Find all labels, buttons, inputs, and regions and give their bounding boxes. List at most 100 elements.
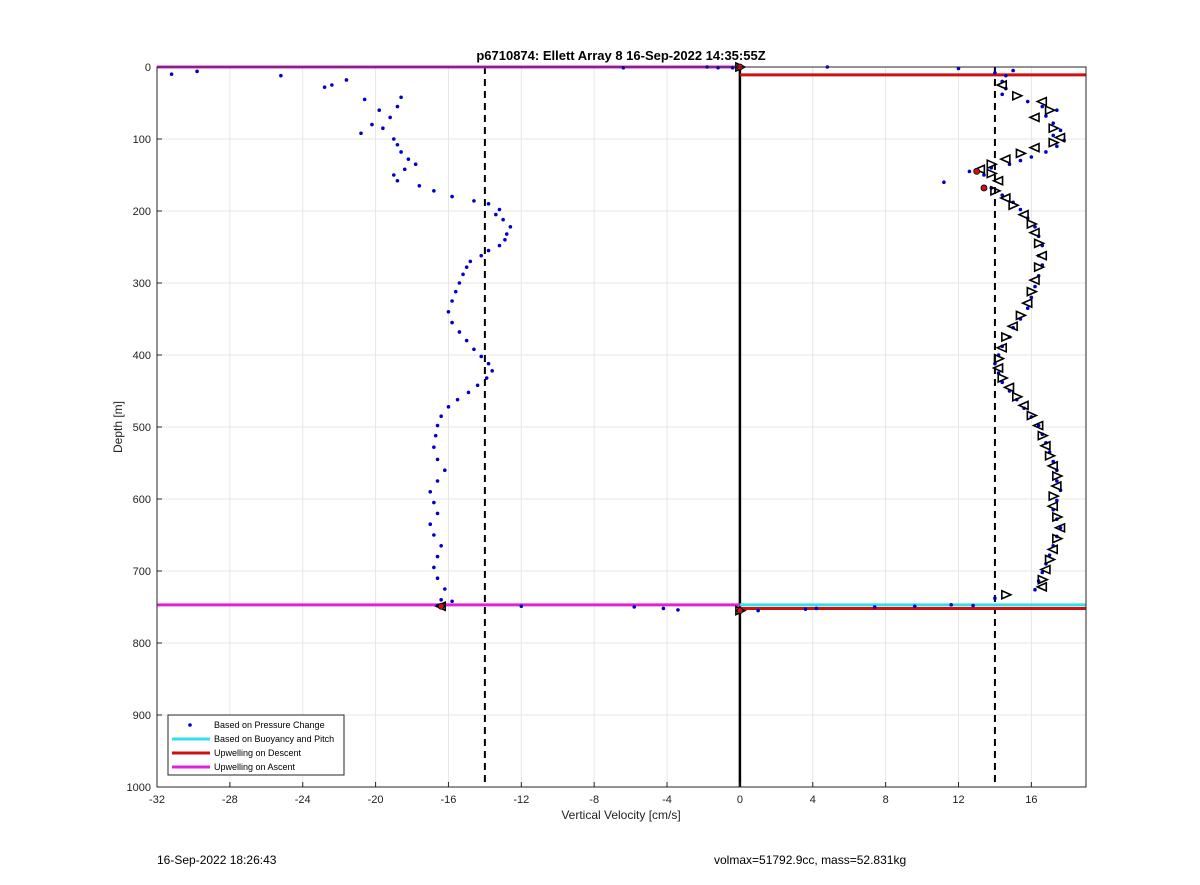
pressure-change-point — [632, 605, 637, 609]
buoyancy-pitch-marker — [1038, 440, 1051, 451]
pressure-change-point — [432, 533, 436, 537]
pressure-change-point — [1055, 108, 1059, 112]
pressure-change-point — [1058, 526, 1063, 530]
pressure-change-point — [450, 320, 454, 325]
buoyancy-pitch-marker — [993, 353, 1006, 364]
pressure-change-point — [1051, 121, 1056, 125]
pressure-change-point — [912, 604, 917, 609]
pressure-change-point — [450, 194, 454, 199]
buoyancy-pitch-marker — [986, 158, 999, 170]
buoyancy-pitch-marker — [1037, 574, 1050, 585]
pressure-change-point — [435, 576, 440, 580]
pressure-change-point — [169, 72, 174, 76]
buoyancy-pitch-marker — [1046, 500, 1059, 512]
buoyancy-pitch-marker — [1052, 533, 1064, 544]
pressure-change-point — [435, 479, 440, 483]
pressure-change-point — [446, 405, 451, 409]
pressure-change-point — [956, 66, 961, 71]
y-tick-label: 700 — [133, 566, 151, 578]
pressure-change-point — [1033, 284, 1037, 289]
reference-lines — [483, 67, 996, 787]
buoyancy-pitch-markers — [434, 61, 1066, 616]
buoyancy-pitch-marker — [1011, 90, 1024, 102]
descent-marker — [736, 607, 744, 614]
pressure-change-point — [464, 338, 469, 343]
pressure-change-point — [1033, 587, 1037, 592]
x-tick-label: 0 — [737, 794, 743, 806]
pressure-change-point — [433, 433, 438, 438]
pressure-change-point — [435, 423, 440, 428]
y-tick-label: 100 — [133, 134, 151, 146]
pressure-change-point — [730, 65, 735, 70]
buoyancy-pitch-marker — [1001, 331, 1013, 343]
pressure-change-point — [457, 330, 462, 334]
legend-label: Upwelling on Descent — [214, 748, 302, 758]
y-axis-ticks: 0 100 200 300 400 500 600 700 800 900 1000 — [127, 62, 162, 794]
x-tick-label: -8 — [589, 794, 599, 806]
buoyancy-pitch-marker — [1035, 581, 1048, 593]
buoyancy-pitch-marker — [1006, 320, 1018, 332]
buoyancy-pitch-marker — [1044, 450, 1057, 462]
buoyancy-pitch-marker — [1026, 286, 1039, 297]
y-tick-label: 400 — [133, 350, 151, 362]
y-tick-label: 200 — [133, 206, 151, 218]
legend-box — [167, 714, 345, 776]
buoyancy-pitch-marker — [1053, 132, 1066, 143]
buoyancy-pitch-marker — [1044, 104, 1057, 116]
x-tick-label: 8 — [883, 794, 889, 806]
pressure-change-point — [466, 390, 471, 395]
pressure-change-point — [359, 131, 363, 136]
buoyancy-pitch-marker — [1011, 391, 1024, 402]
pressure-change-point — [1033, 225, 1037, 229]
y-tick-label: 900 — [133, 710, 151, 722]
buoyancy-pitch-marker — [1031, 420, 1044, 431]
pressure-change-point — [464, 265, 469, 269]
buoyancy-pitch-marker — [1052, 470, 1064, 482]
legend-label: Based on Pressure Change — [214, 720, 325, 730]
x-axis-ticks: -32 -28 -24 -20 -16 -12 -8 -4 0 4 8 12 16 — [149, 782, 1037, 806]
buoyancy-pitch-marker — [1015, 310, 1028, 321]
buoyancy-pitch-marker — [1026, 410, 1039, 421]
buoyancy-pitch-marker — [995, 79, 1008, 91]
buoyancy-pitch-marker — [990, 185, 1002, 197]
pressure-change-point — [432, 189, 436, 193]
pressure-change-point — [1018, 158, 1023, 163]
pressure-change-point — [443, 468, 447, 473]
pressure-change-point — [676, 608, 680, 612]
pressure-change-point — [399, 150, 403, 154]
pressure-change-point — [479, 354, 484, 359]
descent-marker — [437, 602, 445, 610]
pressure-change-point — [428, 522, 433, 526]
pressure-change-point — [446, 310, 451, 314]
pressure-change-point — [504, 232, 509, 236]
pressure-change-point — [395, 178, 400, 183]
pressure-change-point — [439, 544, 443, 548]
buoyancy-pitch-marker — [1028, 227, 1040, 238]
pressure-change-point — [406, 157, 411, 161]
buoyancy-pitch-marker — [1052, 511, 1064, 523]
x-tick-label: 16 — [1025, 794, 1037, 806]
buoyancy-pitch-marker — [1053, 522, 1066, 534]
pressure-change-point — [1051, 133, 1056, 138]
buoyancy-pitch-marker — [991, 362, 1004, 374]
pressure-change-point — [1040, 570, 1045, 575]
pressure-change-point — [468, 259, 473, 264]
pressure-change-point — [435, 554, 440, 559]
pressure-change-point — [457, 281, 462, 285]
buoyancy-pitch-marker — [997, 372, 1010, 384]
pressure-change-point — [519, 604, 524, 609]
buoyancy-pitch-marker — [1033, 238, 1046, 249]
pressure-change-point — [1040, 104, 1045, 109]
pressure-change-point — [490, 369, 494, 373]
pressure-change-point — [1036, 423, 1041, 428]
pressure-change-point — [503, 238, 507, 242]
pressure-change-point — [475, 383, 480, 388]
pressure-change-point — [395, 142, 400, 147]
footer-timestamp: 16-Sep-2022 18:26:43 — [157, 853, 277, 867]
buoyancy-pitch-marker — [1028, 112, 1040, 123]
pressure-change-point — [484, 376, 489, 380]
pressure-change-point — [1055, 479, 1059, 483]
pressure-change-point — [942, 180, 946, 184]
pressure-change-point — [1044, 150, 1048, 154]
